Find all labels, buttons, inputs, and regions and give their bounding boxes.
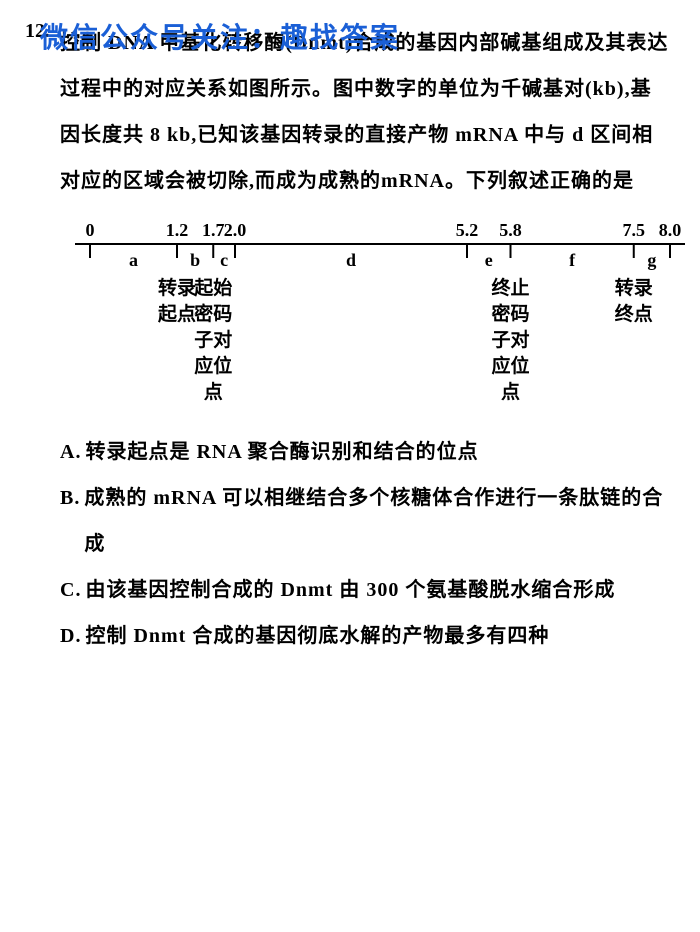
svg-text:1.7: 1.7 (202, 220, 225, 240)
svg-text:0: 0 (86, 220, 95, 240)
option-a: A. 转录起点是 RNA 聚合酶识别和结合的位点 (60, 429, 670, 475)
svg-text:1.2: 1.2 (166, 220, 189, 240)
svg-text:5.2: 5.2 (456, 220, 479, 240)
svg-text:转录: 转录 (158, 276, 196, 299)
svg-text:a: a (129, 250, 138, 270)
svg-text:子对: 子对 (491, 328, 529, 351)
diagram-svg: 0 1.2 1.72.0 5.2 5.8 7.5 8.0 a bc d e f g 转录起点 起始密码子对应… (60, 214, 700, 414)
option-label: C. (60, 567, 81, 613)
option-b: B. 成熟的 mRNA 可以相继结合多个核糖体合作进行一条肽链的合成 (60, 475, 670, 567)
option-text: 转录起点是 RNA 聚合酶识别和结合的位点 (85, 429, 670, 475)
svg-text:7.5: 7.5 (623, 220, 646, 240)
svg-text:5.8: 5.8 (499, 220, 522, 240)
question-block: 微信公众号关注：趣找答案 12. 控制 DNA 甲基化转移酶(Dnmt)合成的基… (30, 20, 670, 659)
svg-text:c: c (220, 250, 228, 270)
svg-text:8.0: 8.0 (659, 220, 682, 240)
svg-text:起始: 起始 (193, 276, 232, 299)
option-label: D. (60, 613, 81, 659)
svg-text:点: 点 (204, 381, 223, 403)
question-stem: 控制 DNA 甲基化转移酶(Dnmt)合成的基因内部碱基组成及其表达过程中的对应… (60, 20, 670, 204)
option-text: 由该基因控制合成的 Dnmt 由 300 个氨基酸脱水缩合形成 (85, 567, 670, 613)
svg-text:终点: 终点 (615, 302, 653, 325)
option-c: C. 由该基因控制合成的 Dnmt 由 300 个氨基酸脱水缩合形成 (60, 567, 670, 613)
svg-text:终止: 终止 (491, 276, 529, 299)
svg-text:密码: 密码 (491, 302, 529, 325)
options-list: A. 转录起点是 RNA 聚合酶识别和结合的位点 B. 成熟的 mRNA 可以相… (60, 429, 670, 659)
svg-text:点: 点 (501, 381, 520, 403)
option-text: 控制 Dnmt 合成的基因彻底水解的产物最多有四种 (85, 613, 670, 659)
svg-text:g: g (647, 250, 656, 270)
option-label: A. (60, 429, 81, 475)
svg-text:起点: 起点 (157, 303, 196, 325)
svg-text:密码: 密码 (194, 302, 232, 325)
svg-text:转录: 转录 (615, 276, 653, 299)
svg-text:e: e (485, 250, 493, 270)
svg-text:应位: 应位 (194, 354, 232, 377)
svg-text:b: b (190, 250, 200, 270)
option-text: 成熟的 mRNA 可以相继结合多个核糖体合作进行一条肽链的合成 (84, 475, 670, 567)
svg-text:2.0: 2.0 (224, 220, 247, 240)
svg-text:子对: 子对 (194, 328, 232, 351)
gene-diagram: 01.21.72.05.25.87.58.0abcdefg转录起点起始密码子对应… (60, 214, 670, 419)
svg-text:d: d (346, 250, 356, 270)
option-d: D. 控制 Dnmt 合成的基因彻底水解的产物最多有四种 (60, 613, 670, 659)
question-number: 12. (25, 20, 50, 43)
svg-text:f: f (569, 250, 576, 270)
option-label: B. (60, 475, 80, 567)
svg-text:应位: 应位 (491, 354, 529, 377)
